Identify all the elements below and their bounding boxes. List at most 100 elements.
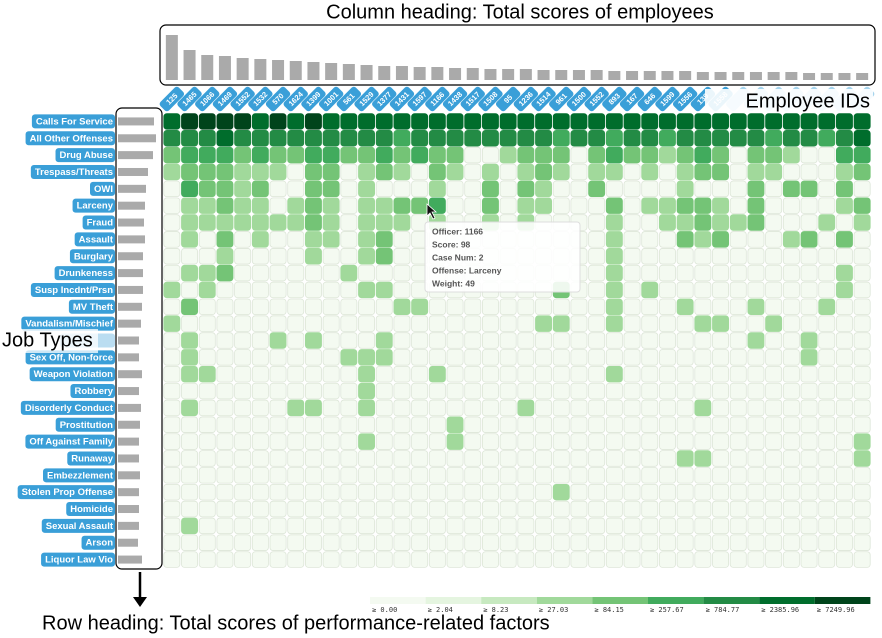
heat-cell [287, 298, 305, 316]
heat-cell [712, 113, 730, 130]
heat-cell [198, 298, 216, 316]
job-type-tag: All Other Offenses [25, 131, 115, 146]
heat-cell [340, 264, 358, 282]
job-type-bg [66, 502, 115, 517]
heat-cell [641, 450, 659, 467]
heat-cell [659, 399, 676, 417]
heat-cell [358, 163, 376, 181]
heat-cell [729, 467, 747, 484]
heat-cell [853, 197, 871, 214]
heat-cell [836, 146, 853, 164]
annotation-bg [705, 89, 873, 113]
heat-cell [765, 500, 783, 518]
heat-cell [641, 382, 659, 400]
heat-cell [552, 534, 570, 551]
heat-cell [765, 517, 783, 535]
heat-cell [641, 349, 659, 366]
heat-cell [694, 551, 712, 568]
heat-cell [517, 551, 535, 568]
employee-id-bg [513, 86, 539, 112]
heat-cell [304, 113, 322, 130]
column-total-bar [466, 68, 479, 80]
job-type-tag: Arson [81, 535, 115, 550]
heat-cell [358, 433, 376, 450]
row-total-bar [118, 521, 139, 530]
heat-cell [588, 248, 606, 265]
job-type-bg [67, 451, 115, 466]
heat-cell [358, 500, 376, 518]
heat-cell [358, 113, 376, 130]
heat-cell [428, 433, 446, 450]
heat-cell [269, 433, 287, 450]
job-type-bg [41, 552, 115, 567]
heat-cell [765, 399, 783, 417]
job-type-tag: Sexual Assault [41, 518, 115, 533]
cursor [426, 203, 438, 220]
legend-swatch [814, 597, 871, 604]
heat-cell [322, 281, 340, 299]
heat-cell [287, 517, 305, 535]
heat-cell [853, 180, 871, 198]
heat-cell [234, 281, 252, 299]
heat-cell [234, 450, 252, 467]
heat-cell [198, 197, 216, 214]
heat-cell [765, 534, 783, 551]
heat-cell [269, 163, 287, 181]
heat-cell [517, 399, 535, 417]
column-total-bar [749, 72, 762, 80]
heat-cell [198, 349, 216, 366]
row-total-bar [118, 538, 138, 547]
job-type-tag: Calls For Service [31, 114, 115, 129]
column-total-bar [590, 70, 603, 80]
heat-cell [446, 146, 464, 164]
column-total-bar [820, 73, 833, 80]
heat-cell [375, 197, 393, 214]
heat-cell [234, 399, 252, 417]
job-type-bg [20, 400, 115, 415]
heat-cell [181, 399, 199, 417]
heat-cell [747, 500, 765, 518]
heat-cell [198, 146, 216, 164]
heat-cell [393, 450, 411, 467]
heat-cell [428, 163, 446, 181]
heat-cell [446, 399, 464, 417]
heat-cell [269, 197, 287, 214]
heat-cell [181, 382, 199, 400]
heat-cell [570, 349, 588, 366]
job-type-bg [30, 282, 115, 297]
heat-cell [676, 399, 694, 417]
heat-cell [853, 231, 871, 248]
heat-cell [393, 365, 411, 383]
heat-cell [765, 551, 783, 568]
heat-cell [428, 349, 446, 366]
heat-cell [234, 298, 252, 316]
heat-cell [818, 534, 836, 551]
heat-cell [181, 483, 199, 501]
heat-cell [181, 534, 199, 551]
heat-cell [588, 130, 606, 147]
heat-cell [393, 551, 411, 568]
job-type: Drug Abuse [60, 150, 113, 161]
heat-cell [234, 551, 252, 568]
heat-cell [375, 281, 393, 299]
heat-cell [800, 130, 818, 147]
heat-cell [836, 467, 853, 484]
heat-cell [340, 551, 358, 568]
heat-cell [481, 332, 499, 349]
heat-cell [747, 551, 765, 568]
heat-cell [481, 500, 499, 518]
heat-cell [818, 416, 836, 433]
heat-cell [481, 382, 499, 400]
heat-cell [358, 281, 376, 299]
heat-cell [358, 214, 376, 231]
heat-cell [322, 433, 340, 450]
heat-cell [552, 467, 570, 484]
heat-cell [588, 483, 606, 501]
heat-cell [552, 483, 570, 501]
heat-cell [623, 214, 641, 231]
heat-cell [605, 180, 623, 198]
heat-cell [428, 483, 446, 501]
job-type-tag: Robbery [70, 384, 115, 399]
heat-cell [304, 349, 322, 366]
heat-cell [304, 197, 322, 214]
